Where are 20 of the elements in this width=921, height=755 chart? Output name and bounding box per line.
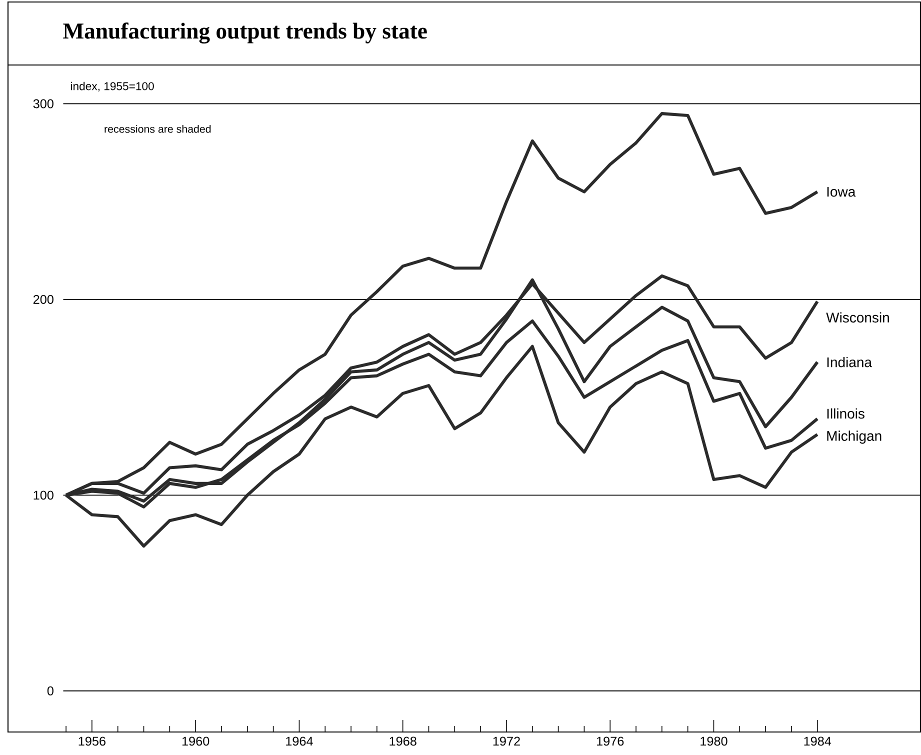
x-tick-label: 1980 <box>700 736 728 746</box>
x-tick-label: 1984 <box>804 736 832 746</box>
series-label: Michigan <box>827 430 882 444</box>
series-label: Illinois <box>827 408 864 419</box>
y-tick-label: 200 <box>33 294 54 304</box>
x-tick-label: 1964 <box>286 736 313 746</box>
series-label: Wisconsin <box>826 312 889 323</box>
annotation: recessions are shaded <box>104 124 211 133</box>
y-axis-title: index, 1955=100 <box>70 82 154 92</box>
x-tick-label: 1972 <box>493 736 520 746</box>
x-tick-label: 1976 <box>596 736 624 746</box>
x-tick-label: 1960 <box>182 736 210 746</box>
series-label: Iowa <box>827 186 856 197</box>
series-label: Indiana <box>827 356 872 368</box>
x-tick-label: 1956 <box>78 736 106 746</box>
y-tick-label: 0 <box>47 686 54 696</box>
text: Manufacturing output trends by state <box>63 22 427 44</box>
y-tick-label: 300 <box>33 99 54 108</box>
y-tick-label: 100 <box>34 490 54 500</box>
x-tick-label: 1968 <box>390 736 416 746</box>
